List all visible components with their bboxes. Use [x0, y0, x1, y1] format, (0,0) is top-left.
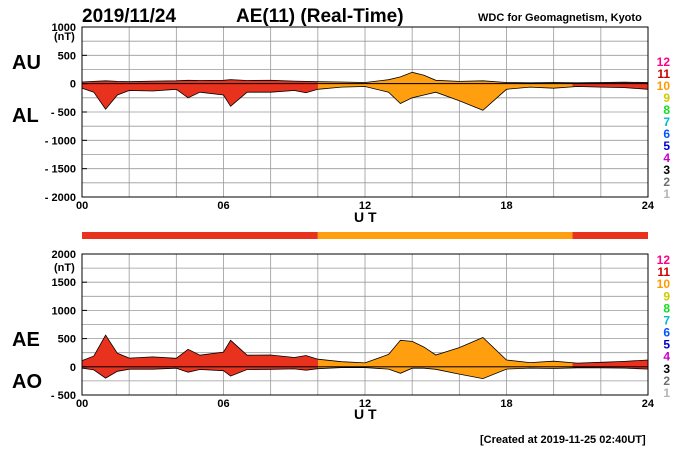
y-tick-label: - 500: [51, 390, 76, 402]
x-tick-label: 24: [642, 398, 655, 410]
x-tick-label: 18: [500, 398, 512, 410]
ae-ao-unit-label: (nT): [54, 262, 75, 274]
status-bar-segment: [317, 232, 573, 239]
ae-ao-y-ticks: 2000 1500 1000 500 0 - 500: [51, 249, 87, 402]
y-tick-label: - 2000: [45, 192, 76, 204]
au-al-unit-label: (nT): [54, 31, 75, 43]
station-count-label: 9: [663, 289, 670, 303]
created-timestamp: [Created at 2019-11-25 02:40UT]: [480, 434, 646, 446]
station-count-label: 11: [657, 265, 670, 279]
x-tick-label: 00: [76, 200, 88, 212]
station-count-label: 7: [663, 313, 670, 327]
y-tick-label: 1000: [52, 22, 76, 34]
ae-ao-grid: [82, 254, 648, 395]
station-count-label: 11: [657, 67, 670, 81]
ae-ao-x-ticks: 00 06 12 18 24: [76, 398, 655, 410]
al-area: [81, 83, 649, 111]
station-count-label: 10: [657, 79, 671, 93]
station-count-label: 1: [663, 386, 670, 400]
y-tick-label: 500: [58, 50, 76, 62]
station-count-label: 12: [657, 55, 671, 69]
station-count-label: 6: [663, 326, 670, 340]
au-al-x-axis-label: U T: [354, 209, 377, 225]
x-tick-label: 00: [76, 398, 88, 410]
station-count-label: 3: [663, 163, 670, 177]
au-al-x-ticks: 00 06 12 18 24: [76, 200, 655, 212]
ao-label: AO: [12, 371, 42, 393]
plot-date: 2019/11/24: [82, 6, 176, 27]
ae-ao-frame: [81, 253, 649, 396]
y-tick-label: 1000: [52, 305, 76, 317]
status-bar-segment: [572, 232, 648, 239]
station-count-label: 5: [663, 338, 670, 352]
x-tick-label: 24: [642, 200, 655, 212]
station-count-label: 2: [663, 374, 670, 388]
y-tick-label: 500: [58, 334, 76, 346]
al-label: AL: [12, 105, 39, 127]
ae-ao-x-axis-label: U T: [354, 406, 377, 422]
y-tick-label: - 1000: [45, 135, 76, 147]
au-area: [81, 71, 649, 85]
ae-label: AE: [12, 329, 40, 351]
plot-title: AE(11) (Real-Time): [236, 6, 404, 27]
station-count-label: 10: [657, 277, 671, 291]
ao-area: [81, 366, 649, 380]
y-tick-label: 0: [70, 362, 76, 374]
au-al-y-ticks: 1000 500 0 - 500 - 1000 - 1500 - 2000: [45, 22, 87, 204]
y-tick-label: - 1500: [45, 164, 76, 176]
station-count-label: 9: [663, 91, 670, 105]
station-count-label: 7: [663, 115, 670, 129]
station-count-label: 2: [663, 175, 670, 189]
x-tick-label: 18: [500, 200, 512, 212]
x-tick-label: 12: [359, 398, 371, 410]
station-count-label: 8: [663, 103, 670, 117]
y-tick-label: 1500: [52, 277, 76, 289]
station-count-label: 4: [663, 350, 670, 364]
status-bar-segment: [82, 232, 318, 239]
x-tick-label: 12: [359, 200, 371, 212]
station-count-label: 5: [663, 139, 670, 153]
y-tick-label: 2000: [52, 249, 76, 261]
station-count-label: 8: [663, 301, 670, 315]
station-count-label: 12: [657, 253, 671, 267]
au-al-grid: [82, 27, 648, 197]
data-status-bar: [82, 232, 648, 239]
y-tick-label: - 500: [51, 107, 76, 119]
ae-area: [81, 334, 649, 368]
data-source: WDC for Geomagnetism, Kyoto: [478, 12, 642, 24]
x-tick-label: 06: [217, 398, 229, 410]
au-label: AU: [12, 52, 41, 74]
x-tick-label: 06: [217, 200, 229, 212]
station-count-label: 1: [663, 187, 670, 201]
y-tick-label: 0: [70, 79, 76, 91]
station-count-label: 4: [663, 151, 670, 165]
station-count-label: 3: [663, 362, 670, 376]
station-count-label: 6: [663, 127, 670, 141]
